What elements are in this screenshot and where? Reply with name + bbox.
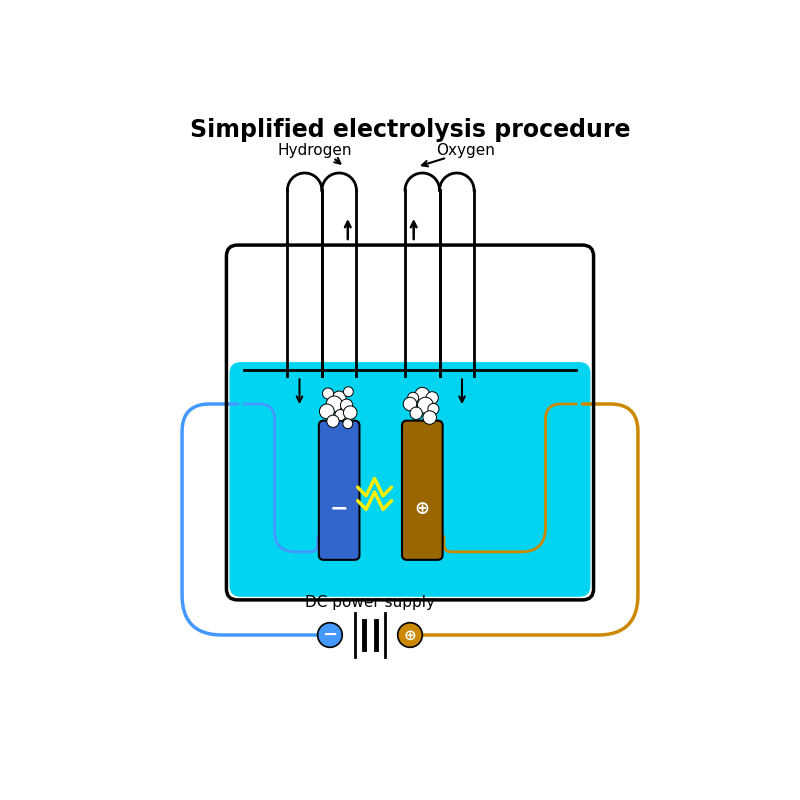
Circle shape [403,398,417,410]
Text: −: − [322,626,338,644]
Circle shape [415,387,430,402]
Circle shape [327,415,339,427]
Text: Oxygen: Oxygen [436,142,495,158]
Circle shape [319,404,334,418]
Circle shape [322,388,334,399]
Circle shape [398,622,422,647]
Circle shape [332,391,346,405]
Text: DC power supply: DC power supply [305,595,435,610]
FancyBboxPatch shape [402,421,442,560]
Circle shape [418,398,434,414]
Text: ⊕: ⊕ [404,627,416,642]
Text: Hydrogen: Hydrogen [278,142,352,158]
FancyBboxPatch shape [319,421,359,560]
Circle shape [426,392,438,404]
Circle shape [343,386,354,397]
Circle shape [407,392,418,403]
FancyBboxPatch shape [230,362,590,597]
Circle shape [343,406,357,419]
Circle shape [423,410,437,424]
Text: −: − [330,498,349,518]
Circle shape [326,396,342,412]
Polygon shape [246,370,574,579]
Circle shape [428,403,439,414]
Text: Simplified electrolysis procedure: Simplified electrolysis procedure [190,118,630,142]
Text: ⊕: ⊕ [414,500,430,518]
Circle shape [343,418,353,429]
Circle shape [340,399,353,411]
Circle shape [410,407,422,419]
Circle shape [335,410,346,421]
Circle shape [318,622,342,647]
